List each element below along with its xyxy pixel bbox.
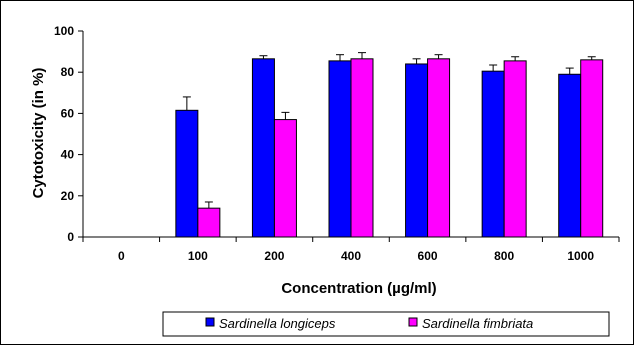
bar-longiceps <box>328 60 352 238</box>
bar-fimbriata <box>427 58 451 238</box>
bar-fimbriata <box>273 119 297 238</box>
legend-swatch-longiceps <box>205 317 215 327</box>
x-tick-label: 200 <box>264 249 284 263</box>
y-tick-label: 60 <box>61 106 75 120</box>
legend-label-fimbriata: Sardinella fimbriata <box>422 316 533 331</box>
bar-longiceps <box>481 70 505 238</box>
y-tick-label: 0 <box>67 230 74 244</box>
y-tick-label: 100 <box>54 24 74 38</box>
bar-fimbriata <box>197 207 221 238</box>
x-tick-label: 400 <box>341 249 361 263</box>
x-tick-label: 800 <box>494 249 514 263</box>
legend-box <box>162 311 610 337</box>
bar-fimbriata <box>580 59 604 238</box>
legend-label-longiceps: Sardinella longiceps <box>219 316 336 331</box>
x-tick-label: 0 <box>118 249 125 263</box>
x-tick-label: 1000 <box>567 249 594 263</box>
x-tick-label: 600 <box>418 249 438 263</box>
bar-fimbriata <box>503 60 527 238</box>
bar-longiceps <box>251 58 275 238</box>
x-axis-title: Concentration (µg/ml) <box>281 280 436 297</box>
bar-longiceps <box>558 73 582 238</box>
legend-swatch-fimbriata <box>408 317 418 327</box>
bar-longiceps <box>175 109 199 238</box>
legend: Sardinella longiceps Sardinella fimbriat… <box>162 311 610 337</box>
y-axis-title: Cytotoxicity (in %) <box>30 68 47 199</box>
y-tick-label: 80 <box>61 65 75 79</box>
y-tick-label: 40 <box>61 148 75 162</box>
x-tick-label: 100 <box>188 249 208 263</box>
y-tick-label: 20 <box>61 189 75 203</box>
bar-longiceps <box>405 63 429 238</box>
bar-fimbriata <box>350 58 374 238</box>
